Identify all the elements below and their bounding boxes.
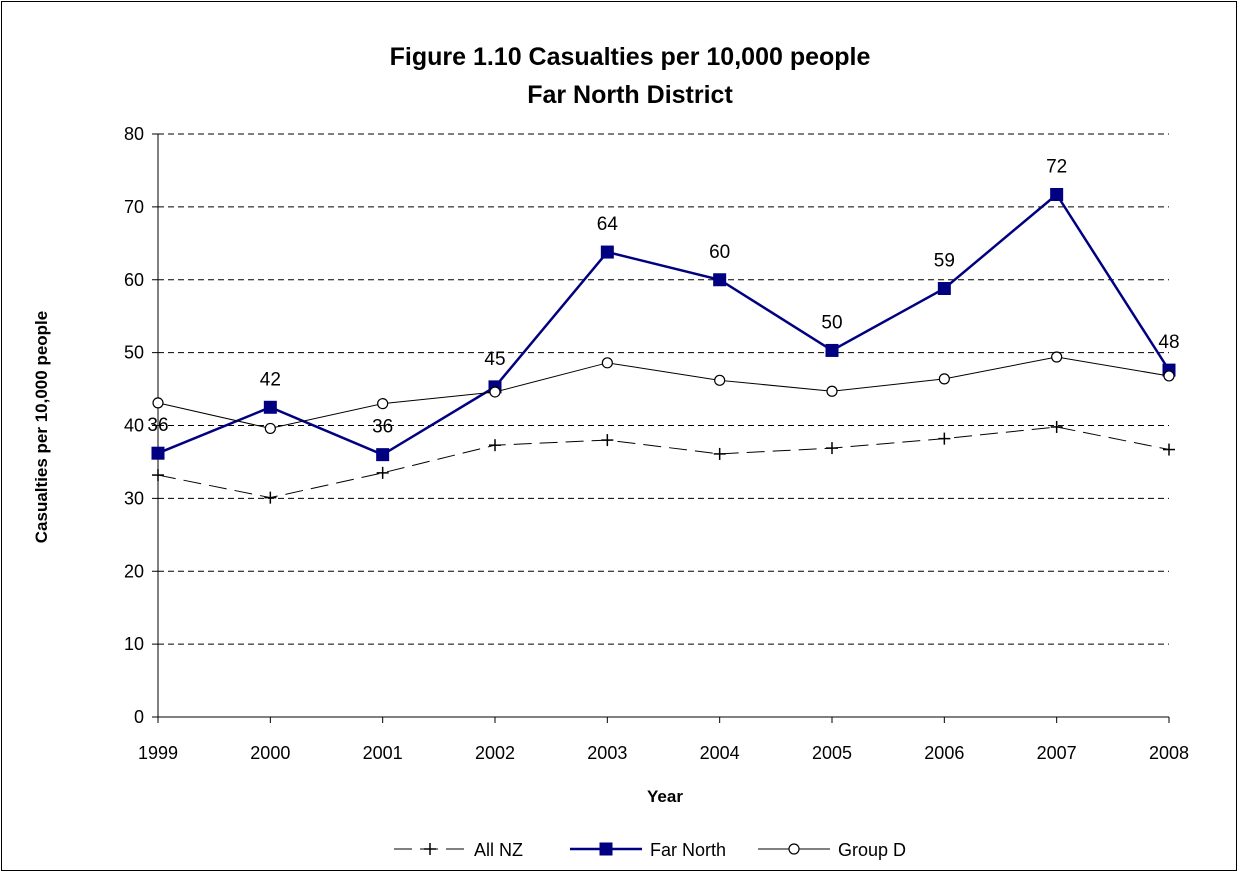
data-point-all-nz [489,439,501,452]
x-tick-label: 2002 [475,743,515,763]
legend-item-all-nz: All NZ [394,840,523,860]
data-point-group-d [377,398,389,410]
data-label-far-north: 50 [821,312,842,333]
data-point-far-north [151,446,165,460]
x-tick-label: 2006 [924,743,964,763]
data-point-group-d [152,397,164,409]
y-tick-label: 10 [124,634,144,654]
y-tick-label: 60 [124,270,144,290]
x-tick-label: 2007 [1037,743,1077,763]
series-group [151,187,1176,504]
data-point-all-nz [826,442,838,455]
data-point-far-north [600,245,614,259]
data-point-all-nz [376,466,389,479]
series-line-group-d [157,356,1170,429]
data-label-far-north: 60 [709,242,730,263]
data-point-all-nz [601,434,614,447]
data-label-far-north: 59 [934,250,955,271]
x-tick-label: 2004 [700,743,740,763]
data-point-far-north [713,273,727,287]
legend-label: Group D [838,840,906,860]
y-tick-label: 20 [124,561,144,581]
data-point-far-north [937,281,951,295]
y-axis-title: Casualties per 10,000 people [32,311,51,543]
x-axis-title: Year [647,787,683,806]
y-tick-label: 30 [124,488,144,508]
legend-swatch-marker [599,842,613,856]
legend-label: Far North [650,840,726,860]
data-point-all-nz [264,491,277,504]
series-group-d [152,351,1175,435]
legend-label: All NZ [474,840,523,860]
data-point-group-d [601,357,613,369]
chart-title: Figure 1.10 Casualties per 10,000 people [390,43,871,71]
y-tick-label: 50 [124,343,144,363]
axes: 0 10 20 30 40 50 60 70 80 1999 2000 2001 2002 2003 200… [124,124,1189,763]
x-tick-label: 2000 [250,743,290,763]
data-point-group-d [264,422,276,435]
y-tick-label: 40 [124,416,144,436]
data-point-all-nz [713,447,726,460]
x-tick-label: 1999 [138,743,178,763]
x-tick-label: 2003 [587,743,627,763]
series-line-far-north [157,192,1171,457]
legend-item-group-d: Group D [758,840,906,860]
data-label-far-north: 36 [147,415,168,436]
data-label-far-north: 48 [1158,332,1179,353]
series-all-nz [152,420,1175,504]
data-point-group-d [714,374,726,386]
data-point-group-d [1163,370,1175,382]
y-tick-label: 0 [134,707,144,727]
chart-subtitle: Far North District [527,81,733,109]
legend-swatch-marker [424,843,436,855]
data-point-far-north [263,400,277,414]
legend-swatch-marker [788,843,800,855]
legend-item-far-north: Far North [570,840,726,860]
y-tick-label: 80 [124,124,144,144]
data-label-far-north: 45 [484,349,505,370]
y-tick-label: 70 [124,197,144,217]
x-tick-label: 2008 [1149,743,1189,763]
series-far-north [151,187,1176,462]
data-label-far-north: 42 [260,369,281,390]
legend: All NZ Far North Group D [394,840,906,860]
data-label-far-north: 72 [1046,156,1067,177]
data-point-group-d [1051,351,1063,363]
gridlines [158,133,1169,645]
data-point-far-north [1050,187,1064,201]
data-point-group-d [489,386,501,398]
data-point-all-nz [152,469,164,482]
data-label-far-north: 64 [597,214,619,235]
x-tick-label: 2005 [812,743,852,763]
data-label-far-north: 36 [372,417,393,438]
data-point-all-nz [1163,443,1175,456]
data-point-far-north [825,343,839,357]
data-point-all-nz [1050,420,1063,433]
data-point-group-d [938,373,950,385]
series-line-all-nz [157,426,1170,499]
x-tick-label: 2001 [363,743,403,763]
data-labels: 36 42 36 45 64 60 50 59 72 48 [147,156,1179,437]
data-point-all-nz [938,432,951,445]
data-point-far-north [376,448,390,462]
data-point-group-d [826,385,838,397]
